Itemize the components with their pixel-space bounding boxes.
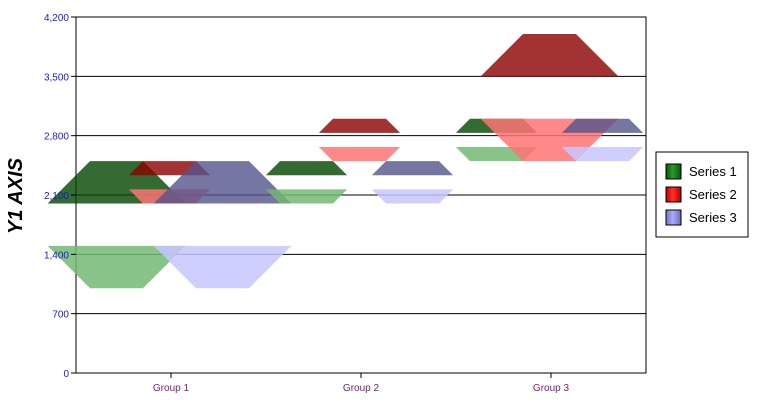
y-tick-label: 2,100 — [44, 191, 69, 202]
legend-label: Series 2 — [689, 187, 737, 202]
bar — [371, 161, 454, 204]
axes: 0 700 1,400 2,100 2,800 3,500 4,200 Group 1 Grou… — [44, 13, 570, 394]
y-tick-label: 4,200 — [44, 13, 69, 24]
legend-label: Series 3 — [689, 210, 737, 225]
bar — [265, 161, 348, 204]
legend: Series 1 Series 2 Series 3 — [655, 151, 749, 238]
y-tick-label: 3,500 — [44, 72, 69, 83]
x-tick-label: Group 1 — [153, 383, 190, 394]
legend-item: Series 2 — [665, 186, 737, 203]
x-tick-label: Group 2 — [343, 383, 380, 394]
x-tick-label: Group 3 — [533, 383, 570, 394]
legend-swatch — [665, 209, 682, 226]
bars — [47, 33, 644, 289]
bar — [561, 118, 644, 162]
legend-label: Series 1 — [689, 164, 737, 179]
legend-item: Series 3 — [665, 209, 737, 226]
legend-item: Series 1 — [665, 163, 737, 180]
y-axis-label: Y1 AXIS — [5, 157, 27, 234]
legend-swatch — [665, 163, 682, 180]
bar — [153, 161, 292, 289]
bar — [318, 118, 401, 162]
y-tick-label: 0 — [63, 369, 69, 380]
y-tick-label: 2,800 — [44, 132, 69, 143]
y-tick-label: 700 — [52, 310, 69, 321]
legend-swatch — [665, 186, 682, 203]
y-tick-label: 1,400 — [44, 250, 69, 261]
